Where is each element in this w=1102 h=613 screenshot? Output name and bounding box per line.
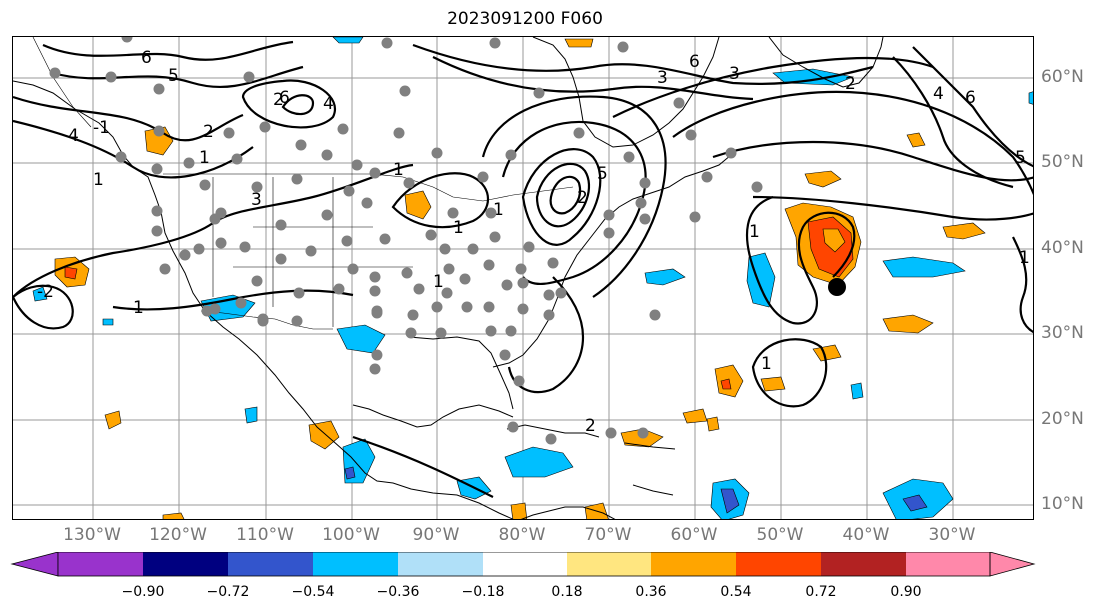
contour-label: 1: [393, 160, 404, 180]
colorbar-segment: [736, 552, 821, 576]
plot-title: 2023091200 F060: [447, 9, 603, 29]
colorbar-label: 0.18: [551, 584, 583, 600]
contour-label: 2: [203, 122, 214, 142]
colorbar-segment: [483, 552, 567, 576]
contour-label: 1: [133, 298, 144, 318]
contour-label: 2: [273, 90, 284, 110]
contour-label: 1: [93, 170, 104, 190]
map-canvas: 6 5 4 3 2 1 -1 -2 3 4 2 6 5 1 6 1 1 1 2 …: [13, 37, 1033, 519]
lon-label: 120°W: [149, 525, 207, 545]
lat-label: 10°N: [1041, 494, 1084, 514]
colorbar-label: 0.36: [635, 584, 667, 600]
colorbar-label: −0.54: [291, 584, 335, 600]
colorbar-segment: [906, 552, 990, 576]
lat-label: 30°N: [1041, 323, 1084, 343]
contour-label: 1: [493, 200, 504, 220]
contour-label: 3: [729, 64, 740, 84]
contour-label: 1: [749, 222, 760, 242]
colorbar-label: 0.54: [720, 584, 752, 600]
contour-label: -1: [93, 118, 110, 138]
lon-label: 100°W: [322, 525, 380, 545]
contour-label: 1: [761, 354, 772, 374]
contour-label: 4: [68, 126, 79, 146]
colorbar: [10, 552, 1036, 577]
contour-label: 3: [251, 190, 262, 210]
contour-label: 6: [689, 52, 700, 72]
contour-label: 1: [199, 148, 210, 168]
colorbar-segment: [567, 552, 651, 576]
lat-label: 60°N: [1041, 67, 1084, 87]
contour-label: 2: [577, 188, 588, 208]
lon-label: 30°W: [928, 525, 976, 545]
contour-label: 2: [585, 416, 596, 436]
lon-label: 80°W: [498, 525, 546, 545]
colorbar-segment: [313, 552, 398, 576]
lon-label: 70°W: [584, 525, 632, 545]
contour-label: 1: [433, 272, 444, 292]
contour-label: 5: [597, 164, 608, 184]
station-markers: [49, 37, 763, 445]
colorbar-segment: [821, 552, 906, 576]
colorbar-label: 0.90: [890, 584, 922, 600]
colorbar-segment: [58, 552, 143, 576]
lon-label: 60°W: [670, 525, 718, 545]
colorbar-label: −0.18: [461, 584, 505, 600]
contour-label: 3: [657, 68, 668, 88]
lat-label: 20°N: [1041, 409, 1084, 429]
lat-label: 40°N: [1041, 238, 1084, 258]
lon-label: 110°W: [236, 525, 294, 545]
anomaly-shading: [32, 37, 1033, 519]
contour-label: 4: [323, 94, 334, 114]
lon-label: 130°W: [63, 525, 121, 545]
colorbar-segment: [228, 552, 313, 576]
contour-label: 6: [965, 88, 976, 108]
contour-label: 4: [933, 84, 944, 104]
contour-label: 2: [845, 74, 856, 94]
storm-center-marker: [828, 278, 846, 296]
lon-label: 90°W: [412, 525, 460, 545]
contour-label: 1: [1019, 248, 1030, 268]
map-panel: 6 5 4 3 2 1 -1 -2 3 4 2 6 5 1 6 1 1 1 2 …: [12, 36, 1034, 520]
colorbar-segment: [398, 552, 483, 576]
lon-label: 40°W: [842, 525, 890, 545]
contour-label: 6: [141, 48, 152, 68]
contour-label: 5: [168, 66, 179, 86]
lat-label: 50°N: [1041, 152, 1084, 172]
colorbar-label: 0.72: [805, 584, 837, 600]
political-borders: [32, 37, 574, 330]
lon-label: 50°W: [756, 525, 804, 545]
colorbar-label: −0.36: [376, 584, 420, 600]
colorbar-label: −0.90: [121, 584, 165, 600]
colorbar-segment: [651, 552, 736, 576]
contour-lines: [13, 40, 1033, 498]
colorbar-extend-low: [10, 552, 59, 577]
colorbar-segment: [143, 552, 228, 576]
colorbar-label: −0.72: [206, 584, 250, 600]
contour-label: 1: [453, 218, 464, 238]
colorbar-extend-high: [989, 552, 1036, 577]
contour-label: 6: [279, 88, 290, 108]
contour-label: 5: [1015, 148, 1026, 168]
contour-label: -2: [37, 282, 54, 302]
